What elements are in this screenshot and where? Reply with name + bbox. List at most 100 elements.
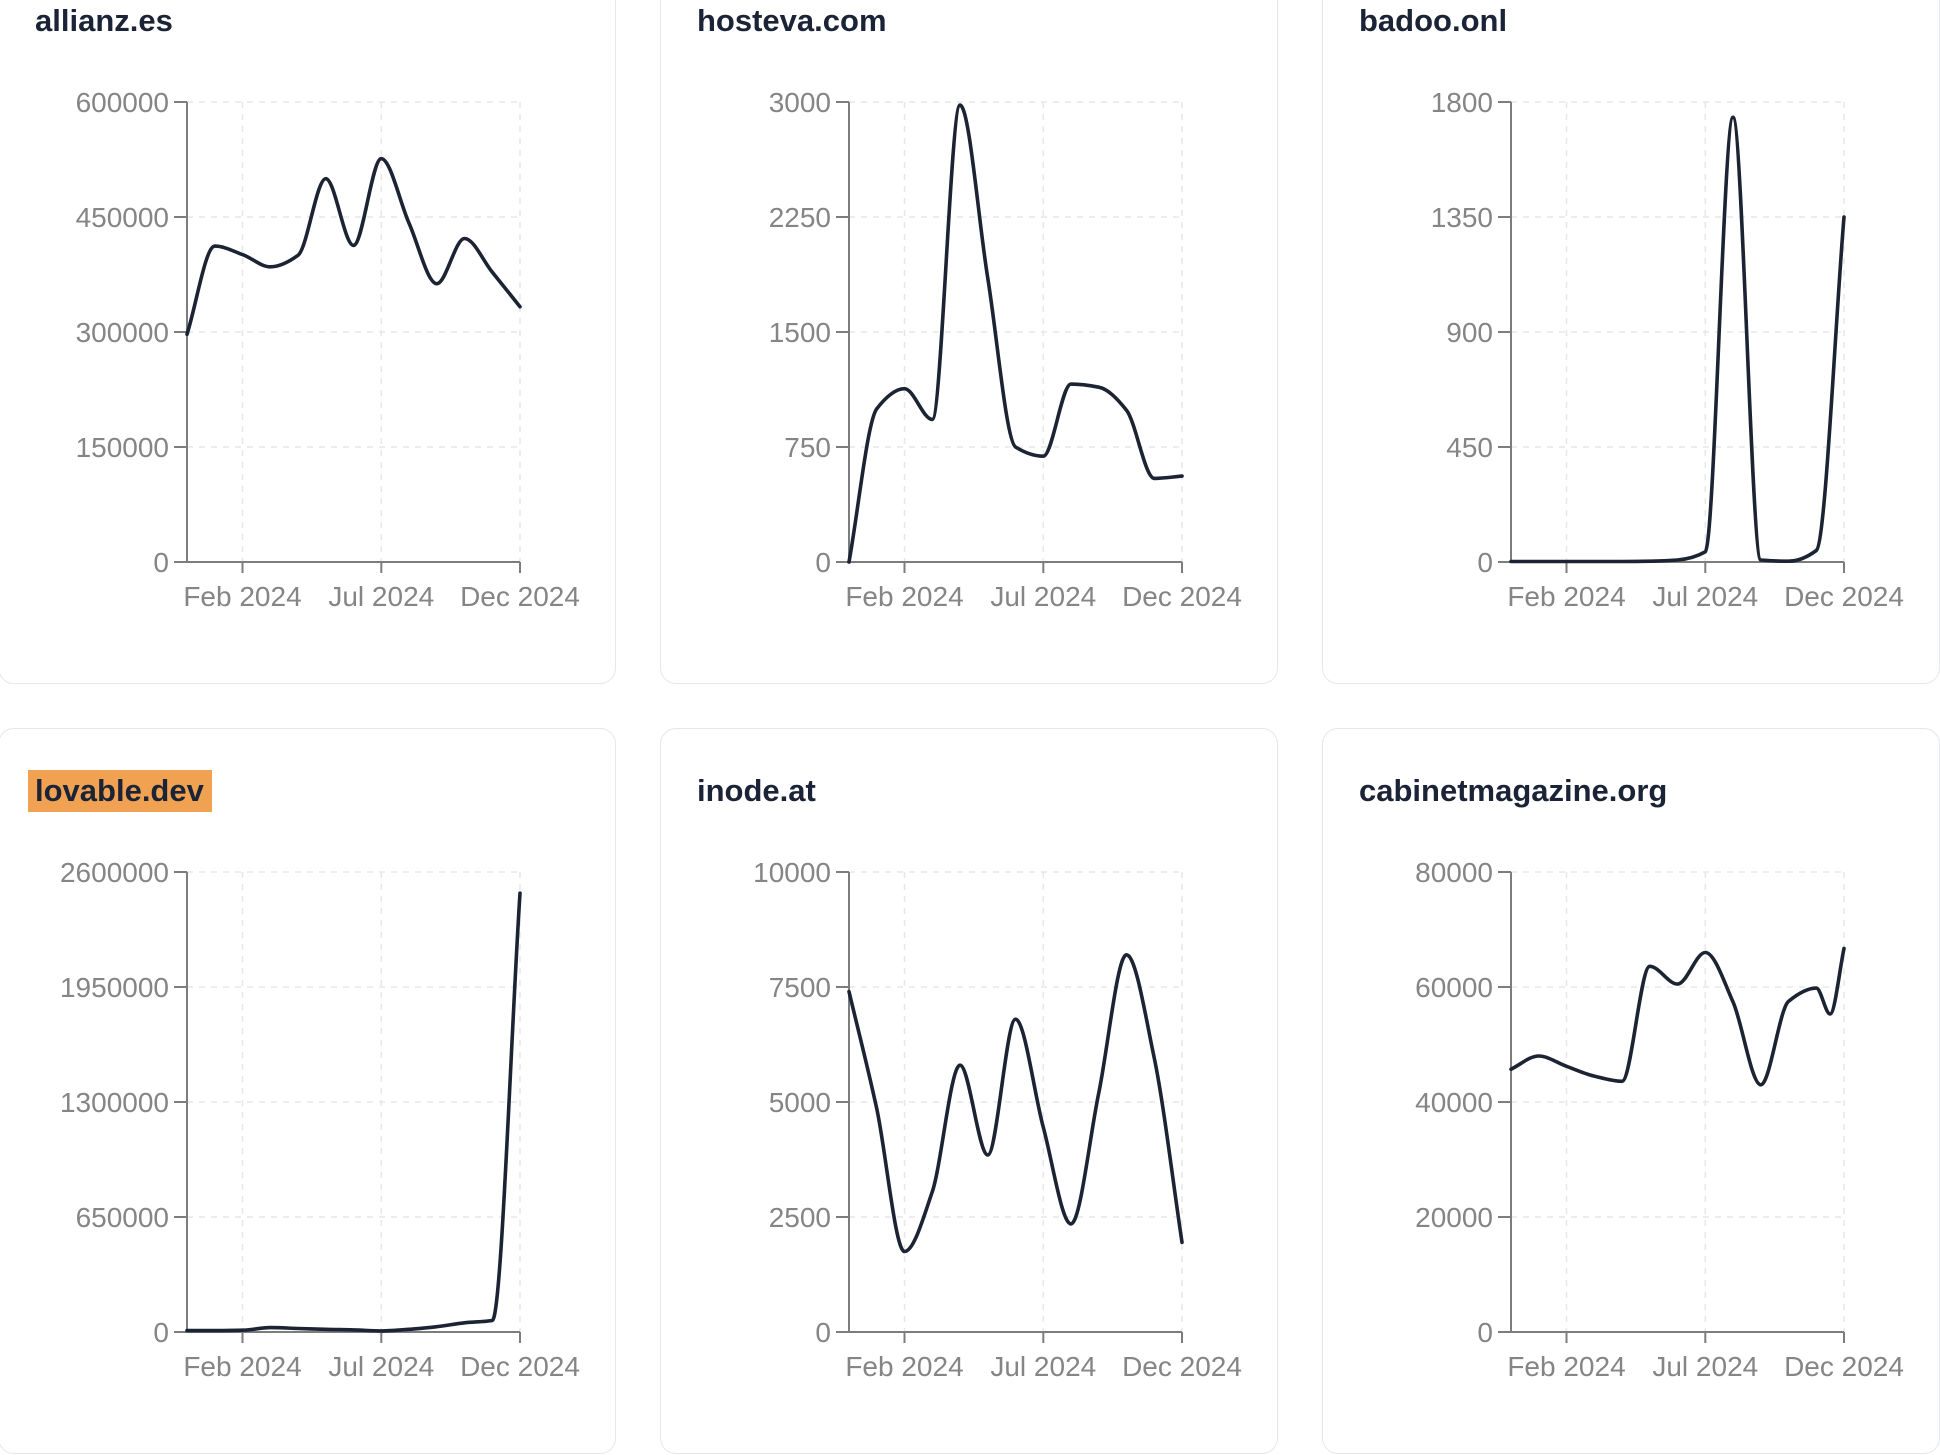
x-tick-label: Feb 2024 bbox=[1507, 581, 1625, 612]
y-tick-label: 40000 bbox=[1415, 1087, 1493, 1118]
x-tick-label: Feb 2024 bbox=[845, 1351, 963, 1382]
x-tick-label: Jul 2024 bbox=[1652, 581, 1758, 612]
y-tick-label: 0 bbox=[153, 1317, 169, 1348]
y-tick-label: 0 bbox=[153, 547, 169, 578]
y-tick-label: 0 bbox=[815, 547, 831, 578]
chart-title-text: allianz.es bbox=[35, 3, 173, 38]
x-tick-label: Dec 2024 bbox=[1122, 1351, 1242, 1382]
x-tick-label: Feb 2024 bbox=[845, 581, 963, 612]
gridlines bbox=[1511, 101, 1845, 562]
line-chart: 0 150000 300000 450000 600000 Feb 2024 Jul 202… bbox=[76, 87, 580, 612]
line-chart: 0 2500 5000 7500 10000 Feb 2024 Jul 2024 Dec 20… bbox=[753, 857, 1242, 1382]
y-tick-label: 2500 bbox=[769, 1202, 831, 1233]
y-tick-label: 1800 bbox=[1431, 87, 1493, 118]
traffic-line bbox=[1509, 946, 1846, 1087]
chart-title-text: cabinetmagazine.org bbox=[1359, 773, 1668, 808]
axis-tick-marks bbox=[174, 101, 521, 573]
x-tick-labels: Feb 2024 Jul 2024 Dec 2024 bbox=[845, 1351, 1242, 1382]
chart-title-text: hosteva.com bbox=[697, 3, 887, 38]
y-tick-label: 2600000 bbox=[60, 857, 169, 888]
y-tick-label: 450000 bbox=[76, 202, 169, 233]
traffic-line bbox=[185, 156, 522, 337]
y-tick-label: 20000 bbox=[1415, 1202, 1493, 1233]
x-tick-label: Feb 2024 bbox=[183, 581, 301, 612]
y-tick-labels: 0 650000 1300000 1950000 2600000 bbox=[60, 857, 169, 1348]
line-chart: 0 750 1500 2250 3000 Feb 2024 Jul 2024 Dec 2024 bbox=[769, 87, 1242, 612]
x-tick-label: Jul 2024 bbox=[990, 581, 1096, 612]
y-tick-label: 5000 bbox=[769, 1087, 831, 1118]
chart-card-badoo-onl: badoo.onl 0 450 900 1350 1800 Feb 2024 Jul 2024… bbox=[1322, 0, 1940, 684]
x-tick-label: Dec 2024 bbox=[1784, 1351, 1904, 1382]
chart-title-text: badoo.onl bbox=[1359, 3, 1508, 38]
y-tick-label: 900 bbox=[1446, 317, 1493, 348]
chart-title-text: inode.at bbox=[697, 773, 816, 808]
traffic-line bbox=[185, 891, 522, 1333]
y-tick-label: 7500 bbox=[769, 972, 831, 1003]
y-tick-label: 1300000 bbox=[60, 1087, 169, 1118]
y-tick-labels: 0 750 1500 2250 3000 bbox=[769, 87, 831, 578]
line-chart: 0 650000 1300000 1950000 2600000 Feb 2024 Jul … bbox=[60, 857, 580, 1382]
chart-title: lovable.dev bbox=[28, 770, 212, 812]
y-tick-label: 1350 bbox=[1431, 202, 1493, 233]
chart-title: inode.at bbox=[697, 773, 816, 809]
axis-tick-marks bbox=[836, 871, 1183, 1343]
chart-title: badoo.onl bbox=[1359, 3, 1507, 39]
line-chart: 0 450 900 1350 1800 Feb 2024 Jul 2024 Dec 2024 bbox=[1431, 87, 1904, 612]
y-tick-label: 3000 bbox=[769, 87, 831, 118]
y-tick-label: 1500 bbox=[769, 317, 831, 348]
y-tick-label: 450 bbox=[1446, 432, 1493, 463]
chart-title: allianz.es bbox=[35, 3, 173, 39]
chart-title-highlight: lovable.dev bbox=[28, 770, 212, 812]
axis-tick-marks bbox=[1498, 101, 1845, 573]
traffic-line bbox=[847, 103, 1184, 564]
x-tick-label: Dec 2024 bbox=[1122, 581, 1242, 612]
chart-card-hosteva-com: hosteva.com 0 750 1500 2250 3000 Feb 2024 Jul 2… bbox=[660, 0, 1278, 684]
chart-card-allianz-es: allianz.es 0 150000 300000 450000 600000 Feb 2… bbox=[0, 0, 616, 684]
x-tick-labels: Feb 2024 Jul 2024 Dec 2024 bbox=[845, 581, 1242, 612]
y-tick-label: 80000 bbox=[1415, 857, 1493, 888]
y-tick-label: 1950000 bbox=[60, 972, 169, 1003]
gridlines bbox=[849, 101, 1183, 562]
y-tick-label: 60000 bbox=[1415, 972, 1493, 1003]
axis-tick-marks bbox=[836, 101, 1183, 573]
x-tick-label: Feb 2024 bbox=[183, 1351, 301, 1382]
x-tick-label: Dec 2024 bbox=[1784, 581, 1904, 612]
y-tick-labels: 0 450 900 1350 1800 bbox=[1431, 87, 1493, 578]
traffic-line bbox=[1509, 115, 1846, 564]
chart-card-cabinetmagazine-org: cabinetmagazine.org 0 20000 40000 60000 80000… bbox=[1322, 728, 1940, 1454]
y-tick-labels: 0 150000 300000 450000 600000 bbox=[76, 87, 169, 578]
y-tick-label: 300000 bbox=[76, 317, 169, 348]
y-tick-labels: 0 2500 5000 7500 10000 bbox=[753, 857, 831, 1348]
y-tick-label: 750 bbox=[784, 432, 831, 463]
traffic-line bbox=[847, 953, 1184, 1254]
y-tick-label: 10000 bbox=[753, 857, 831, 888]
y-tick-label: 0 bbox=[1477, 547, 1493, 578]
axis-tick-marks bbox=[1498, 871, 1845, 1343]
y-tick-label: 0 bbox=[1477, 1317, 1493, 1348]
line-chart: 0 20000 40000 60000 80000 Feb 2024 Jul 2024 Dec… bbox=[1415, 857, 1904, 1382]
chart-card-inode-at: inode.at 0 2500 5000 7500 10000 Feb 2024 Jul 20… bbox=[660, 728, 1278, 1454]
x-tick-labels: Feb 2024 Jul 2024 Dec 2024 bbox=[183, 1351, 580, 1382]
x-tick-label: Jul 2024 bbox=[1652, 1351, 1758, 1382]
chart-title: cabinetmagazine.org bbox=[1359, 773, 1667, 809]
chart-title: hosteva.com bbox=[697, 3, 887, 39]
x-tick-label: Jul 2024 bbox=[990, 1351, 1096, 1382]
gridlines bbox=[187, 871, 521, 1332]
gridlines bbox=[849, 871, 1183, 1332]
gridlines bbox=[187, 101, 521, 562]
x-tick-label: Feb 2024 bbox=[1507, 1351, 1625, 1382]
axis-tick-marks bbox=[174, 871, 521, 1343]
x-tick-label: Jul 2024 bbox=[328, 1351, 434, 1382]
x-tick-label: Dec 2024 bbox=[460, 1351, 580, 1382]
y-tick-label: 650000 bbox=[76, 1202, 169, 1233]
x-tick-label: Dec 2024 bbox=[460, 581, 580, 612]
y-tick-label: 150000 bbox=[76, 432, 169, 463]
x-tick-label: Jul 2024 bbox=[328, 581, 434, 612]
y-tick-labels: 0 20000 40000 60000 80000 bbox=[1415, 857, 1493, 1348]
y-tick-label: 2250 bbox=[769, 202, 831, 233]
y-tick-label: 0 bbox=[815, 1317, 831, 1348]
x-tick-labels: Feb 2024 Jul 2024 Dec 2024 bbox=[1507, 1351, 1904, 1382]
x-tick-labels: Feb 2024 Jul 2024 Dec 2024 bbox=[1507, 581, 1904, 612]
chart-card-lovable-dev: lovable.dev 0 650000 1300000 1950000 2600000 F… bbox=[0, 728, 616, 1454]
